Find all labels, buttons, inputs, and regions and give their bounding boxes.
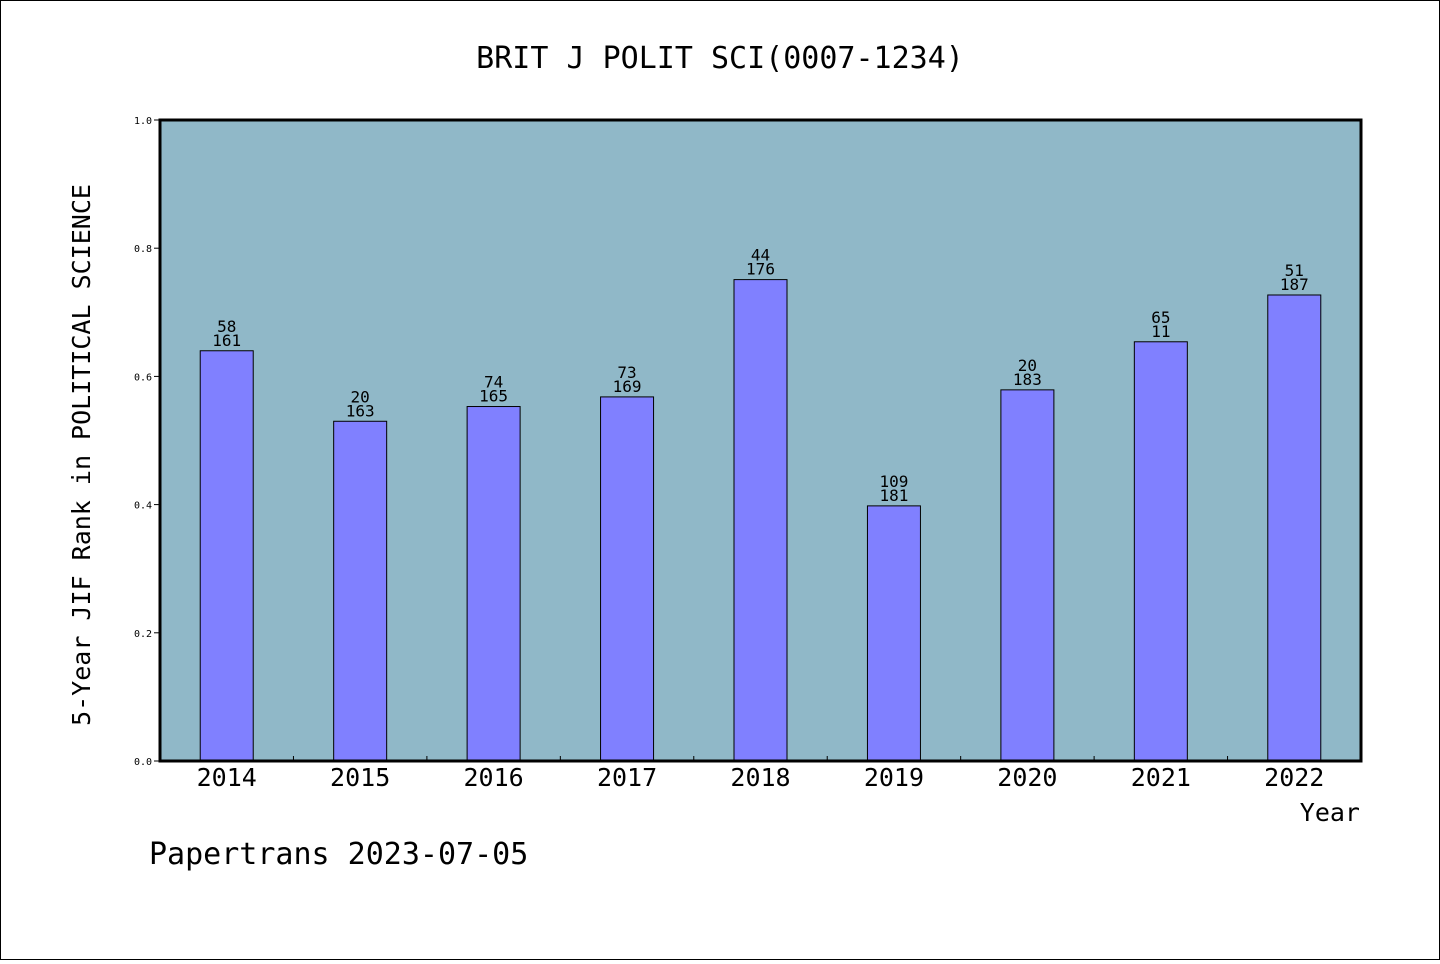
data-label-bottom-2019: 181 bbox=[879, 486, 908, 505]
y-tick-label: 0.2 bbox=[134, 629, 152, 640]
x-tick-label: 2019 bbox=[864, 763, 924, 792]
data-label-bottom-2018: 176 bbox=[746, 260, 775, 279]
bar-2020 bbox=[1000, 389, 1055, 762]
y-axis-label: 5-Year JIF Rank in POLITICAL SCIENCE bbox=[67, 184, 96, 726]
bar-2017 bbox=[600, 396, 655, 762]
y-tick-label: 0.0 bbox=[134, 757, 152, 768]
x-axis-label: Year bbox=[1300, 798, 1360, 827]
plot-border bbox=[158, 118, 1363, 763]
bar-2021 bbox=[1133, 341, 1188, 762]
bar-2019 bbox=[866, 505, 921, 762]
data-label-top-2014: 58 bbox=[217, 317, 236, 336]
data-label-top-2021: 65 bbox=[1151, 308, 1170, 327]
data-label-bottom-2016: 165 bbox=[479, 387, 508, 406]
data-label-top-2018: 44 bbox=[751, 246, 770, 265]
y-tick-label: 0.8 bbox=[134, 244, 152, 255]
y-tick-label: 0.4 bbox=[134, 501, 152, 512]
y-tick-label: 1.0 bbox=[134, 116, 152, 127]
x-tick-label: 2022 bbox=[1264, 763, 1324, 792]
x-tick-label: 2018 bbox=[730, 763, 790, 792]
data-label-top-2015: 20 bbox=[351, 387, 370, 406]
data-label-top-2019: 109 bbox=[879, 472, 908, 491]
x-tick-label: 2014 bbox=[197, 763, 257, 792]
bar-2018 bbox=[733, 279, 788, 762]
data-label-top-2016: 74 bbox=[484, 373, 503, 392]
bar-2015 bbox=[333, 420, 388, 762]
bar-2014 bbox=[199, 350, 254, 762]
data-label-bottom-2020: 183 bbox=[1013, 370, 1042, 389]
x-tick-label: 2015 bbox=[330, 763, 390, 792]
x-tick-label: 2016 bbox=[464, 763, 524, 792]
data-label-bottom-2015: 163 bbox=[346, 401, 375, 420]
data-label-bottom-2022: 187 bbox=[1280, 275, 1309, 294]
chart-title: BRIT J POLIT SCI(0007-1234) bbox=[476, 41, 964, 76]
x-tick-label: 2017 bbox=[597, 763, 657, 792]
bar-2022 bbox=[1267, 294, 1322, 762]
data-label-bottom-2021: 11 bbox=[1151, 322, 1170, 341]
x-tick-label: 2020 bbox=[997, 763, 1057, 792]
bar-2016 bbox=[466, 406, 521, 762]
y-tick-label: 0.6 bbox=[134, 372, 152, 383]
x-tick-label: 2021 bbox=[1131, 763, 1191, 792]
footer-credit: Papertrans 2023-07-05 bbox=[149, 837, 528, 872]
data-label-bottom-2014: 161 bbox=[212, 331, 241, 350]
data-label-top-2022: 51 bbox=[1285, 261, 1304, 280]
data-label-top-2017: 73 bbox=[617, 363, 636, 382]
data-label-top-2020: 20 bbox=[1018, 356, 1037, 375]
data-label-bottom-2017: 169 bbox=[613, 377, 642, 396]
plot-area: 5816120163741657316944176109181201836511… bbox=[134, 116, 1363, 792]
